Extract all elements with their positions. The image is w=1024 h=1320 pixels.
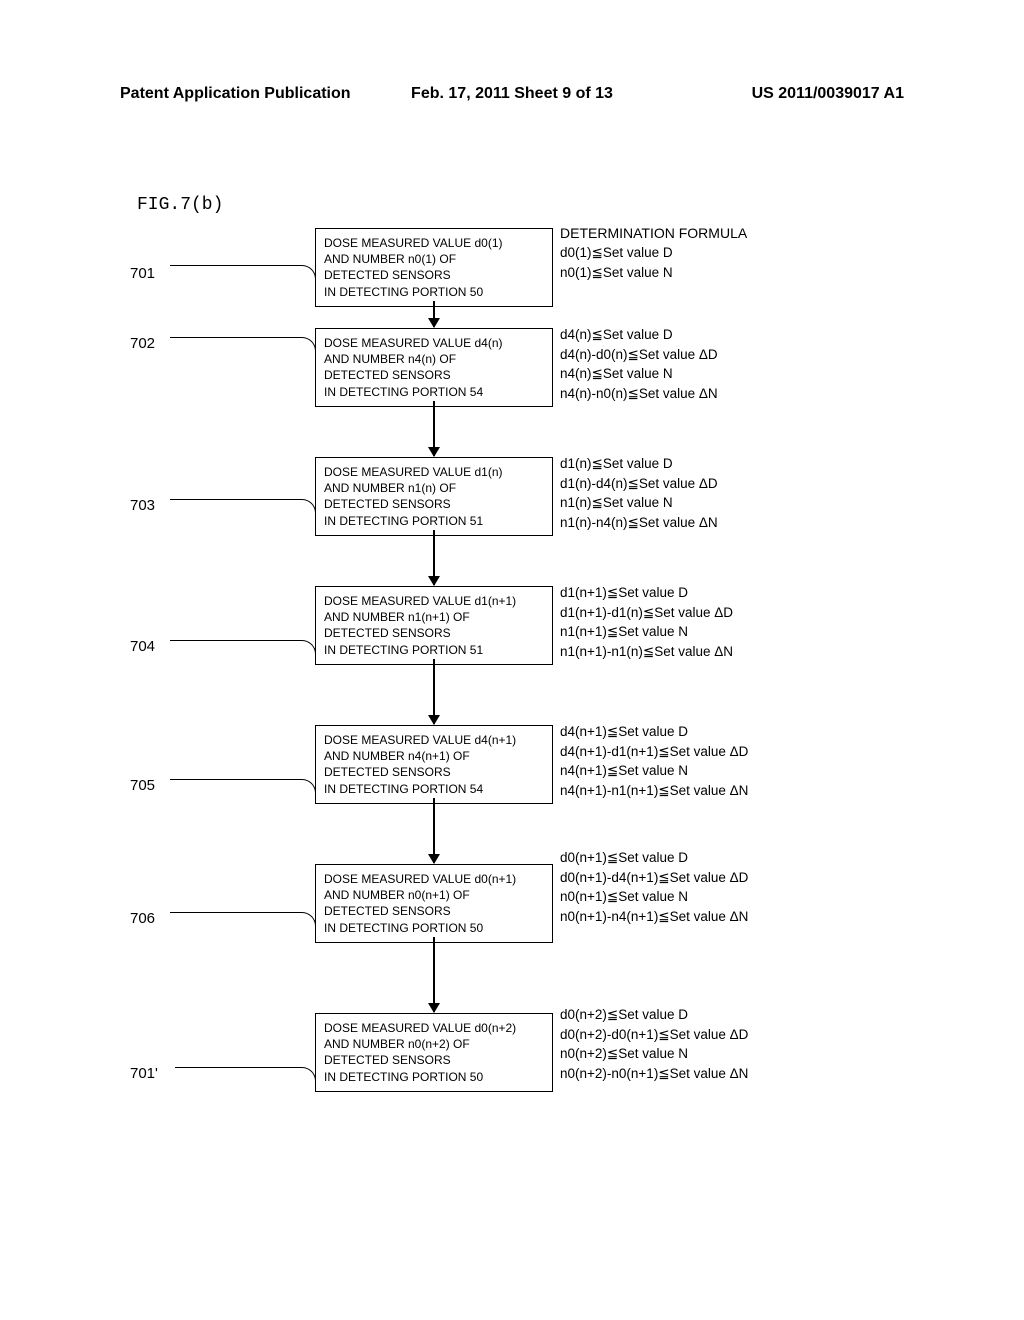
- flow-box: DOSE MEASURED VALUE d4(n)AND NUMBER n4(n…: [315, 328, 553, 407]
- determination-formula: d1(n+1)≦Set value Dd1(n+1)-d1(n)≦Set val…: [560, 583, 733, 661]
- step-label: 706: [130, 910, 155, 927]
- step-label-connector: [170, 337, 316, 358]
- step-label: 701: [130, 265, 155, 282]
- step-label: 702: [130, 335, 155, 352]
- determination-formula: d4(n+1)≦Set value Dd4(n+1)-d1(n+1)≦Set v…: [560, 722, 748, 800]
- flow-arrow-icon: [433, 401, 435, 456]
- header-center: Feb. 17, 2011 Sheet 9 of 13: [411, 85, 613, 103]
- step-label-connector: [170, 499, 316, 520]
- flow-box: DOSE MEASURED VALUE d0(n+2)AND NUMBER n0…: [315, 1013, 553, 1092]
- figure-label: FIG.7(b): [137, 195, 223, 215]
- page: Patent Application Publication Feb. 17, …: [0, 0, 1024, 1320]
- flow-box: DOSE MEASURED VALUE d0(1)AND NUMBER n0(1…: [315, 228, 553, 307]
- flow-box: DOSE MEASURED VALUE d1(n)AND NUMBER n1(n…: [315, 457, 553, 536]
- step-label-connector: [170, 640, 316, 661]
- step-label-connector: [170, 912, 316, 933]
- step-label-connector: [170, 779, 316, 800]
- determination-formula: d0(1)≦Set value Dn0(1)≦Set value N: [560, 243, 673, 282]
- determination-formula: d0(n+1)≦Set value Dd0(n+1)-d4(n+1)≦Set v…: [560, 848, 748, 926]
- formula-title: DETERMINATION FORMULA: [560, 225, 747, 241]
- header-right: US 2011/0039017 A1: [752, 85, 904, 103]
- flow-box: DOSE MEASURED VALUE d0(n+1)AND NUMBER n0…: [315, 864, 553, 943]
- step-label: 703: [130, 497, 155, 514]
- step-label-connector: [175, 1067, 316, 1088]
- step-label: 705: [130, 777, 155, 794]
- flow-box: DOSE MEASURED VALUE d4(n+1)AND NUMBER n4…: [315, 725, 553, 804]
- step-label-connector: [170, 265, 316, 286]
- flow-arrow-icon: [433, 798, 435, 863]
- step-label: 704: [130, 638, 155, 655]
- step-label: 701': [130, 1065, 158, 1082]
- flow-arrow-icon: [433, 301, 435, 327]
- determination-formula: d0(n+2)≦Set value Dd0(n+2)-d0(n+1)≦Set v…: [560, 1005, 748, 1083]
- flow-arrow-icon: [433, 937, 435, 1012]
- header-left: Patent Application Publication: [120, 85, 351, 103]
- determination-formula: d4(n)≦Set value Dd4(n)-d0(n)≦Set value Δ…: [560, 325, 718, 403]
- page-header: Patent Application Publication Feb. 17, …: [0, 85, 1024, 103]
- flow-arrow-icon: [433, 659, 435, 724]
- flow-arrow-icon: [433, 530, 435, 585]
- flow-box: DOSE MEASURED VALUE d1(n+1)AND NUMBER n1…: [315, 586, 553, 665]
- determination-formula: d1(n)≦Set value Dd1(n)-d4(n)≦Set value Δ…: [560, 454, 718, 532]
